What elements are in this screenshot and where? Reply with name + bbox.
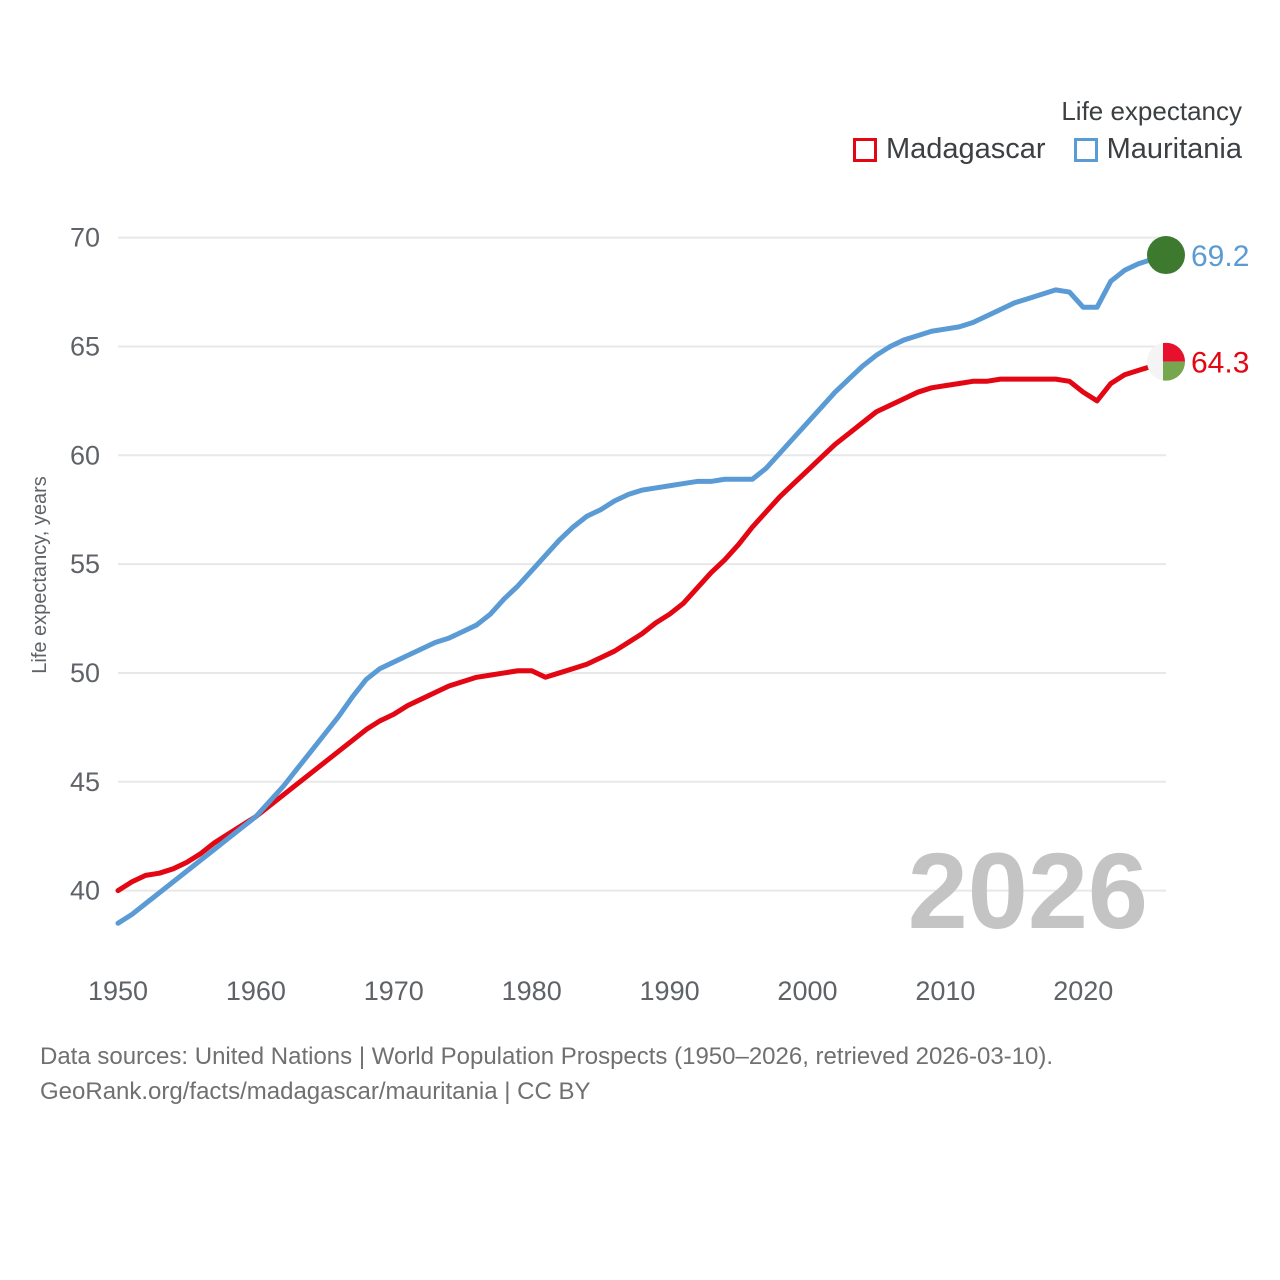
legend-entries: Madagascar Mauritania	[853, 135, 1242, 164]
y-tick-label: 60	[70, 440, 100, 470]
legend-label-mauritania: Mauritania	[1106, 133, 1242, 166]
year-watermark: 2026	[908, 830, 1148, 951]
series-line-madagascar	[115, 359, 1169, 894]
chart-legend: Life expectancy Madagascar Mauritania	[853, 96, 1242, 164]
legend-entry-mauritania[interactable]: Mauritania	[1073, 133, 1242, 166]
legend-title: Life expectancy	[1061, 96, 1242, 126]
y-tick-label: 55	[70, 549, 100, 579]
legend-swatch-icon-madagascar	[853, 137, 877, 162]
gridlines	[118, 236, 1166, 892]
y-tick-label: 50	[70, 658, 100, 688]
y-axis-title: Life expectancy, years	[29, 476, 51, 674]
end-label-mauritania: 69.2	[1191, 240, 1249, 273]
end-marker-mauritania[interactable]	[1147, 236, 1185, 275]
footer-attribution: GeoRank.org/facts/madagascar/mauritania …	[40, 1077, 591, 1105]
chart-footer: Data sources: United Nations | World Pop…	[40, 1040, 1240, 1110]
y-tick-label: 70	[70, 223, 100, 253]
x-tick-label: 2020	[1053, 976, 1113, 1006]
x-tick-label: 1960	[226, 976, 286, 1006]
y-tick-label: 65	[70, 331, 100, 361]
legend-swatch-icon-mauritania	[1073, 137, 1098, 162]
y-tick-label: 45	[70, 767, 100, 797]
x-axis-tick-labels: 1950 1960 1970 1980 1990 2000 2010 2020	[88, 976, 1113, 1006]
x-tick-label: 1950	[88, 976, 148, 1006]
x-tick-label: 1980	[502, 976, 562, 1006]
legend-entry-madagascar[interactable]: Madagascar	[853, 135, 1046, 164]
footer-data-sources: Data sources: United Nations | World Pop…	[40, 1043, 1054, 1070]
x-tick-label: 1970	[364, 976, 424, 1006]
x-tick-label: 2000	[777, 976, 837, 1006]
x-tick-label: 2010	[915, 976, 975, 1006]
series-line-mauritania	[115, 252, 1169, 926]
series-lines	[115, 252, 1169, 926]
y-tick-label: 40	[70, 876, 100, 906]
y-axis-tick-labels: 40 45 50 55 60 65 70	[70, 223, 100, 906]
end-marker-madagascar[interactable]	[1147, 342, 1185, 381]
end-label-madagascar: 64.3	[1191, 347, 1249, 380]
legend-label-madagascar: Madagascar	[886, 133, 1046, 166]
x-tick-label: 1990	[640, 976, 700, 1006]
plot-area: 40 45 50 55 60 65 70 1950 1960 1970 1980 1990 2000 2…	[29, 223, 1249, 1006]
